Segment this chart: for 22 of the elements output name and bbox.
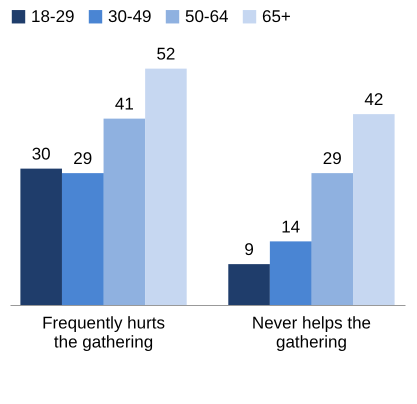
data-label: 42 [364,90,384,110]
bar [145,68,187,305]
data-label: 30 [32,144,51,164]
x-tick-label: Frequently hurts the gathering [42,314,165,352]
data-label: 14 [281,217,300,236]
data-label: 29 [322,149,342,168]
bar [353,114,395,305]
x-tick-label: Never helps the gathering [252,314,371,352]
data-label: 9 [244,240,254,260]
bar [228,264,270,305]
data-label: 41 [114,94,134,114]
legend-label: 50-64 [185,6,228,26]
bar [104,118,146,305]
legend-label: 18-29 [31,6,74,26]
bar [311,173,354,305]
bar [62,173,104,305]
data-label: 29 [73,149,92,168]
legend-label: 30-49 [108,6,152,26]
legend-label: 65+ [262,6,291,26]
data-label: 52 [156,44,176,64]
bar [270,241,312,305]
bar [20,168,62,305]
